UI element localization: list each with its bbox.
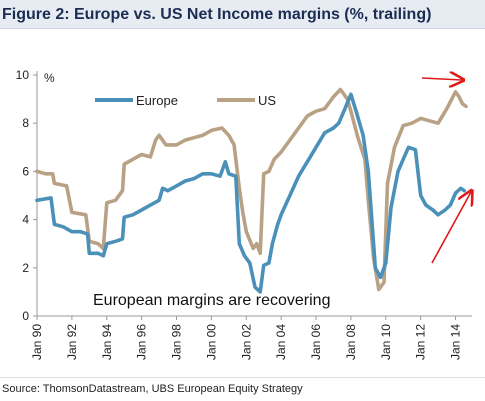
legend-label-us: US (258, 93, 276, 108)
legend: Europe US (95, 93, 276, 108)
x-tick-label: Jan 02 (239, 324, 253, 360)
y-axis: 0 2 4 6 8 10 (16, 68, 37, 323)
y-tick-label: 10 (16, 68, 30, 82)
y-tick-label: 8 (22, 116, 29, 130)
x-tick-label: Jan 08 (344, 324, 358, 360)
x-tick-label: Jan 98 (170, 324, 184, 360)
x-tick-label: Jan 04 (274, 324, 288, 360)
chart-title: Figure 2: Europe vs. US Net Income margi… (0, 0, 485, 29)
x-axis: Jan 90 Jan 92 Jan 94 Jan 96 Jan 98 Jan 00 Jan … (30, 316, 463, 360)
x-tick-label: Jan 96 (135, 324, 149, 360)
x-tick-label: Jan 90 (30, 324, 44, 360)
x-tick-label: Jan 10 (379, 324, 393, 360)
source-note: Source: ThomsonDatastream, UBS European … (0, 377, 485, 401)
y-tick-label: 0 (22, 309, 29, 323)
series-line-us (35, 87, 468, 292)
x-tick-label: Jan 12 (414, 324, 428, 360)
y-tick-label: 4 (22, 213, 29, 227)
y-tick-label: 2 (22, 261, 29, 275)
x-tick-label: Jan 06 (309, 324, 323, 360)
annotation-text: European margins are recovering (93, 292, 330, 309)
chart-axes (36, 71, 472, 317)
x-tick-label: Jan 94 (100, 324, 114, 360)
x-tick-label: Jan 00 (204, 324, 218, 360)
red-arrow-diagonal (431, 192, 471, 264)
x-tick-label: Jan 92 (65, 324, 79, 360)
y-axis-unit: % (44, 71, 55, 85)
x-tick-label: Jan 14 (449, 324, 463, 360)
legend-label-europe: Europe (136, 93, 178, 108)
series-layer (35, 87, 468, 294)
red-arrow-right (421, 78, 462, 80)
y-tick-label: 6 (22, 164, 29, 178)
series-line-europe (35, 92, 467, 294)
